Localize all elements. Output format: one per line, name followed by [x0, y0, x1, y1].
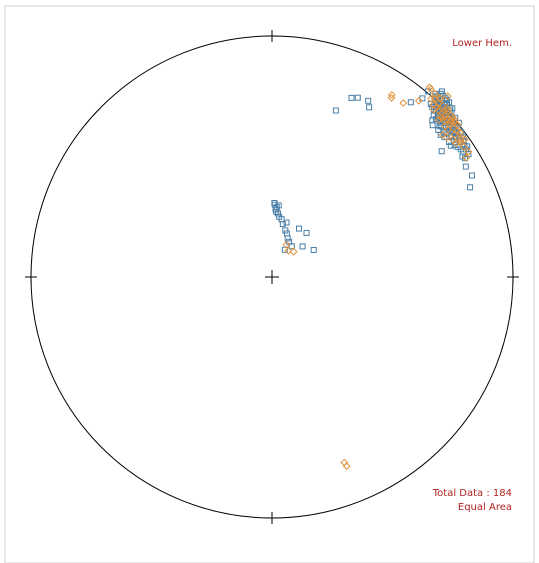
diamond-point [284, 246, 293, 255]
square-point [332, 107, 339, 114]
diamond-point [451, 116, 460, 125]
square-point [271, 201, 278, 208]
square-point [284, 235, 291, 242]
diamond-point [282, 240, 291, 249]
diamond-point [452, 139, 461, 148]
diamond-point [444, 126, 453, 134]
diamond-point [440, 106, 449, 115]
diamond-point [289, 247, 298, 256]
diamond-point [457, 135, 466, 144]
square-point [279, 221, 286, 227]
diamond-point [464, 147, 473, 156]
square-point [449, 105, 456, 112]
square-point [407, 99, 414, 106]
square-point [438, 148, 445, 155]
diamond-point [453, 121, 462, 130]
square-point [275, 210, 281, 217]
diamond-point [446, 118, 455, 127]
diamond-point [436, 94, 445, 103]
square-point [281, 246, 288, 253]
diamond-point [342, 462, 351, 471]
square-point [310, 247, 317, 253]
square-point [469, 172, 475, 179]
square-point [467, 184, 474, 191]
diamond-point [387, 91, 396, 99]
diamond-point [448, 135, 457, 144]
diamond-point [434, 99, 443, 108]
hemisphere-label: Lower Hem. [452, 38, 512, 49]
diamond-point [414, 96, 423, 105]
tick-marks [25, 30, 519, 524]
diamond-point [430, 89, 439, 98]
diamond-point [429, 100, 438, 109]
diamond-point [399, 99, 408, 107]
diamond-point [433, 103, 442, 112]
diamond-point [456, 138, 464, 146]
diamond-point [442, 133, 451, 142]
square-point [366, 104, 373, 111]
total-data-label: Total Data : 184 [432, 488, 512, 499]
square-point [365, 97, 372, 104]
diamond-point [426, 85, 435, 93]
square-point [299, 243, 306, 250]
diamond-point [438, 130, 447, 139]
diamond-point [457, 133, 466, 141]
square-point [429, 122, 436, 129]
data-points [271, 83, 475, 471]
square-point [354, 94, 361, 101]
square-point [303, 229, 310, 236]
square-point [296, 225, 302, 232]
square-point [275, 202, 282, 209]
plot-frame [4, 5, 535, 563]
diamond-point [387, 93, 396, 102]
diamond-point [447, 111, 456, 120]
square-point [276, 213, 283, 220]
square-point [283, 219, 290, 226]
diamond-point [443, 92, 452, 101]
square-point [462, 163, 469, 170]
square-point [288, 243, 295, 250]
diamond-point [436, 112, 445, 121]
diamond-point [427, 94, 436, 103]
diamond-point [445, 121, 454, 130]
diamond-point [442, 115, 450, 124]
square-point [438, 123, 445, 130]
diamond-point [459, 142, 468, 151]
square-point [447, 142, 454, 149]
projection-label: Equal Area [458, 502, 512, 513]
square-point [348, 94, 355, 101]
diamond-point [462, 153, 471, 162]
